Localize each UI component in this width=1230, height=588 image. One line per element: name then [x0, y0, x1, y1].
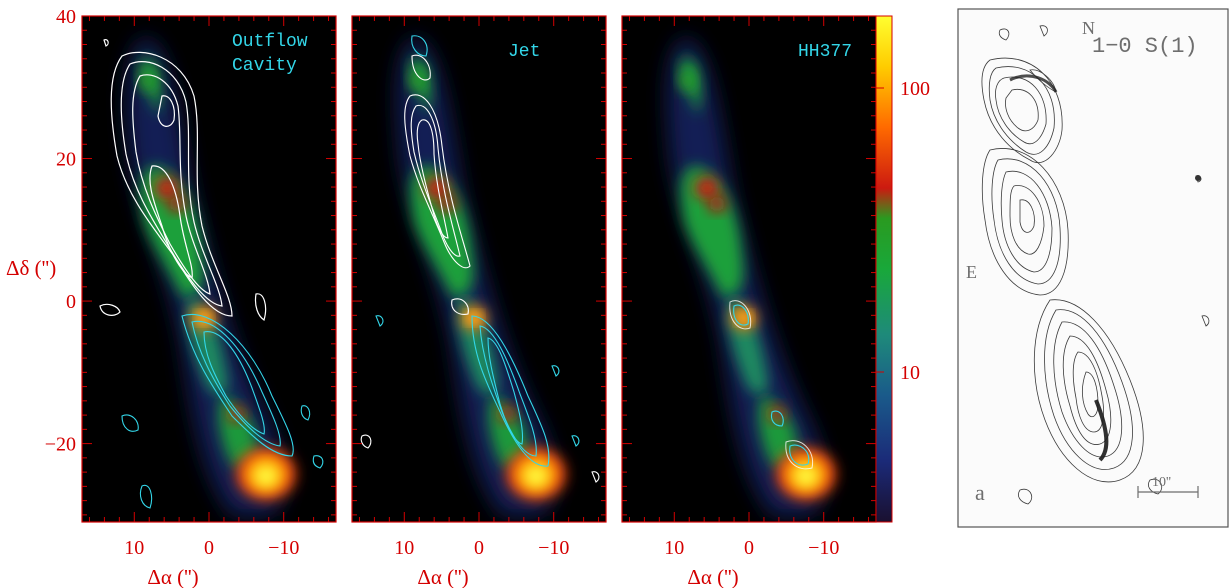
panel-label-outflow: Outflow	[232, 32, 308, 52]
panel-jet: Jet	[351, 15, 607, 523]
cyan-contours	[733, 304, 810, 466]
x-axis-label-3: Δα ('')	[687, 565, 738, 588]
colorbar: 100 10	[875, 15, 930, 523]
y-tick-label: 40	[56, 6, 76, 28]
reference-north-label: N	[1082, 18, 1095, 38]
x-tick-label: 0	[744, 537, 754, 559]
cyan-contours	[375, 35, 580, 467]
x-tick-label: −10	[268, 537, 299, 559]
x-tick-label: 10	[394, 537, 414, 559]
y-tick-labels: 40 20 0 −20	[45, 6, 76, 456]
reference-panel-letter: a	[975, 480, 985, 505]
x-tick-labels: 10 0 −10 10 0 −10 10 0 −10	[124, 537, 839, 559]
x-tick-label: −10	[538, 537, 569, 559]
reference-line-label: 1−0 S(1)	[1092, 34, 1198, 59]
cyan-contours	[121, 313, 324, 509]
panel-label-hh377: HH377	[798, 42, 852, 62]
white-contours	[360, 54, 600, 483]
panel-hh377: HH377	[621, 15, 877, 523]
x-tick-label: 10	[124, 537, 144, 559]
x-tick-label: 0	[204, 537, 214, 559]
reference-east-label: E	[966, 262, 977, 282]
x-tick-label: 0	[474, 537, 484, 559]
y-tick-label: −20	[45, 434, 76, 456]
white-contours	[99, 39, 267, 321]
x-tick-label: −10	[808, 537, 839, 559]
x-axis-label-2: Δα ('')	[417, 565, 468, 588]
reference-scale-label: 10''	[1152, 475, 1171, 490]
white-contours	[729, 300, 814, 470]
y-tick-label: 0	[66, 291, 76, 313]
colorbar-tick-100: 100	[900, 78, 930, 100]
y-axis-label: Δδ ('')	[6, 256, 56, 280]
x-axis-label-1: Δα ('')	[147, 565, 198, 588]
panel-label-jet: Jet	[508, 42, 540, 62]
reference-panel: 10'' N 1−0 S(1) E a	[957, 8, 1229, 528]
panel-outflow-cavity: Outflow Cavity	[81, 15, 337, 523]
panel-label-cavity: Cavity	[232, 56, 297, 76]
x-tick-label: 10	[664, 537, 684, 559]
reference-contours	[981, 25, 1210, 505]
y-tick-label: 20	[56, 149, 76, 171]
colorbar-tick-10: 10	[900, 362, 920, 384]
